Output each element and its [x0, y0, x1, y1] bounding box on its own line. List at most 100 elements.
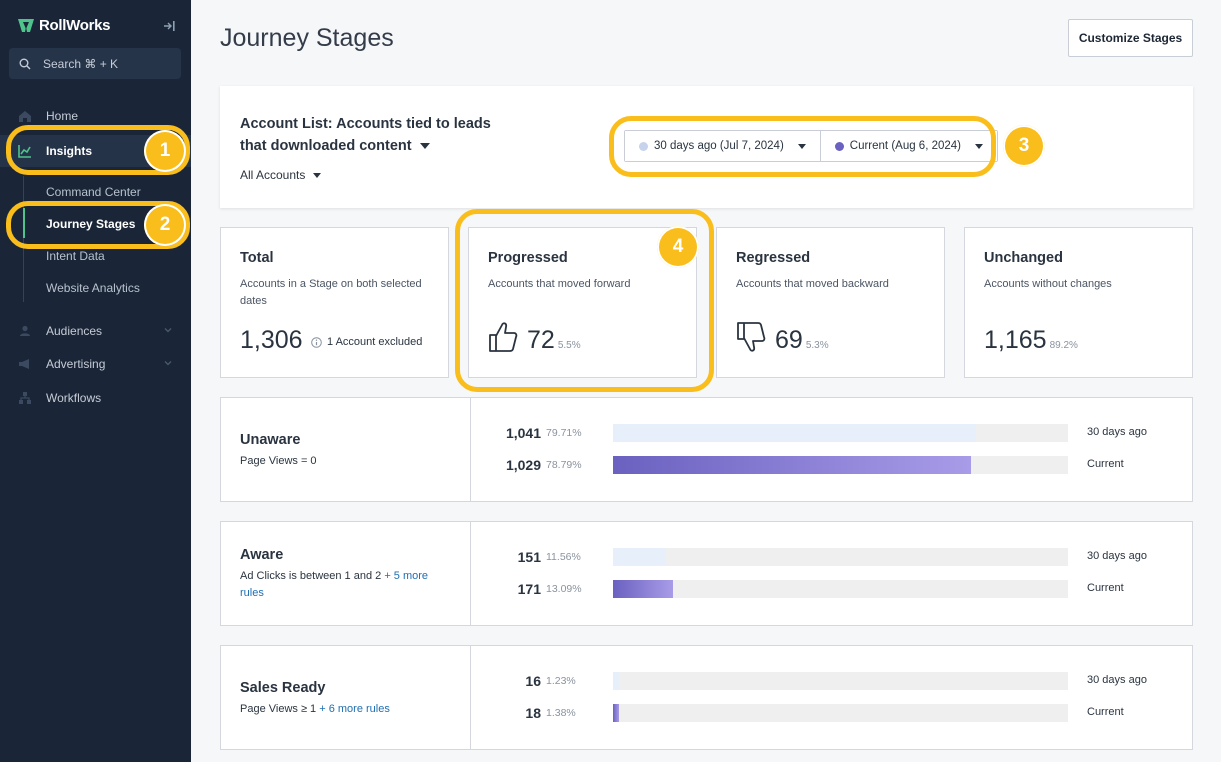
stat-card-total: Total Accounts in a Stage on both select… [220, 227, 449, 378]
stat-value: 69 [775, 326, 803, 354]
bar-fill-past [613, 672, 619, 690]
excluded-label: 1 Account excluded [327, 336, 423, 348]
customize-stages-button[interactable]: Customize Stages [1068, 19, 1193, 57]
subnav-journey-stages[interactable]: Journey Stages [46, 217, 136, 231]
bar-track [613, 456, 1068, 474]
all-accounts-selector[interactable]: All Accounts [240, 168, 322, 182]
account-list-selector[interactable]: Account List: Accounts tied to leads tha… [240, 113, 510, 157]
bar-percent: 11.56% [546, 551, 581, 563]
brand-logo[interactable]: RollWorks [18, 17, 111, 34]
bar-value: 16 [525, 673, 541, 689]
more-rules-link[interactable]: + 6 more rules [319, 703, 390, 715]
subnav-intent-data[interactable]: Intent Data [46, 249, 105, 263]
callout-highlight-insights [6, 125, 190, 175]
nav-home[interactable]: Home [0, 104, 191, 128]
workflows-icon [18, 391, 32, 405]
subnav-command-center[interactable]: Command Center [46, 185, 141, 199]
sidebar: RollWorks Search ⌘ + K Home Insights Com… [0, 0, 191, 762]
search-label: Search ⌘ + K [43, 56, 119, 71]
stage-info: Aware Ad Clicks is between 1 and 2 + 5 m… [221, 522, 471, 625]
bar-value: 1,029 [505, 457, 541, 473]
nav-workflows[interactable]: Workflows [0, 386, 191, 410]
date-past-dropdown[interactable]: 30 days ago (Jul 7, 2024) [625, 131, 820, 161]
nav-insights-label: Insights [46, 144, 93, 158]
caret-down-icon [975, 143, 984, 149]
nav-audiences[interactable]: Audiences [0, 319, 191, 343]
excluded-note: 1 Account excluded [311, 336, 422, 348]
nav-advertising[interactable]: Advertising [0, 352, 191, 376]
info-icon[interactable] [311, 336, 322, 348]
stage-info: Sales Ready Page Views ≥ 1 + 6 more rule… [221, 646, 471, 749]
stage-name: Sales Ready [240, 680, 326, 696]
stat-percent: 89.2% [1049, 340, 1078, 351]
bar-label: 30 days ago [1087, 550, 1147, 562]
callout-badge-4: 4 [657, 226, 699, 268]
stat-title: Total [240, 250, 274, 266]
page-title: Journey Stages [220, 24, 394, 52]
caret-down-icon [797, 143, 806, 149]
stage-rule-text: Ad Clicks is between 1 and 2 [240, 570, 382, 582]
callout-highlight-progressed [455, 209, 714, 392]
thumbs-down-icon [737, 322, 766, 352]
thumbs-up-icon [489, 322, 518, 352]
bar-track [613, 580, 1068, 598]
stage-rule-text: Page Views ≥ 1 [240, 703, 317, 715]
stat-description: Accounts that moved backward [736, 278, 889, 290]
bar-row-past: 151 11.56% 30 days ago [471, 547, 1194, 567]
stat-value: 1,165 [984, 326, 1047, 354]
bar-value: 151 [517, 549, 541, 565]
current-legend-dot [834, 141, 844, 151]
account-list-label: Account List: Accounts tied to leads tha… [240, 116, 491, 154]
brand-name: RollWorks [39, 17, 111, 34]
rollworks-logo-icon [18, 19, 34, 32]
callout-highlight-date-range [609, 116, 996, 177]
date-range-selector: 30 days ago (Jul 7, 2024) Current (Aug 6… [624, 130, 999, 162]
stat-title: Progressed [488, 250, 568, 266]
nav-audiences-label: Audiences [46, 324, 103, 338]
bar-label: 30 days ago [1087, 426, 1147, 438]
date-current-label: Current (Aug 6, 2024) [849, 140, 962, 152]
stat-title: Unchanged [984, 250, 1063, 266]
caret-down-icon [419, 143, 430, 150]
bar-fill-past [613, 548, 666, 566]
bar-fill-past [613, 424, 976, 442]
bar-percent: 78.79% [546, 459, 582, 471]
subnav-website-analytics[interactable]: Website Analytics [46, 281, 140, 295]
nav-home-label: Home [46, 109, 79, 123]
subnav-active-indicator [23, 208, 25, 238]
bar-track [613, 672, 1068, 690]
nav-advertising-label: Advertising [46, 357, 106, 371]
bar-track [613, 704, 1068, 722]
bar-row-current: 18 1.38% Current [471, 703, 1194, 723]
stat-card-unchanged: Unchanged Accounts without changes 1,165… [964, 227, 1193, 378]
bar-track [613, 548, 1068, 566]
stage-card-unaware: Unaware Page Views = 0 1,041 79.71% 30 d… [220, 397, 1193, 502]
stage-card-sales-ready: Sales Ready Page Views ≥ 1 + 6 more rule… [220, 645, 1193, 750]
bar-percent: 79.71% [546, 427, 582, 439]
search-box[interactable]: Search ⌘ + K [9, 48, 181, 79]
date-current-dropdown[interactable]: Current (Aug 6, 2024) [819, 131, 998, 161]
stat-description: Accounts in a Stage on both selected dat… [240, 278, 422, 307]
bar-percent: 1.23% [546, 675, 576, 687]
nav-workflows-label: Workflows [46, 391, 102, 405]
bar-percent: 1.38% [546, 707, 576, 719]
bar-row-past: 16 1.23% 30 days ago [471, 671, 1194, 691]
stat-card-regressed: Regressed Accounts that moved backward 6… [716, 227, 945, 378]
more-rules-link[interactable]: + 5 more rules [240, 570, 429, 599]
stage-rule: Page Views = 0 [240, 453, 450, 470]
stat-description: Accounts that moved forward [488, 278, 631, 290]
stage-info: Unaware Page Views = 0 [221, 398, 471, 501]
all-accounts-label: All Accounts [240, 168, 306, 182]
bar-label: Current [1087, 458, 1124, 470]
stat-percent: 5.5% [557, 340, 581, 351]
audiences-icon [18, 324, 32, 338]
bar-track [613, 424, 1068, 442]
bar-fill-current [613, 580, 673, 598]
search-icon [19, 58, 31, 69]
home-icon [18, 109, 32, 123]
collapse-sidebar-icon[interactable] [162, 19, 176, 33]
bar-label: 30 days ago [1087, 674, 1147, 686]
stage-card-aware: Aware Ad Clicks is between 1 and 2 + 5 m… [220, 521, 1193, 626]
bar-label: Current [1087, 582, 1124, 594]
bar-value: 1,041 [505, 425, 541, 441]
